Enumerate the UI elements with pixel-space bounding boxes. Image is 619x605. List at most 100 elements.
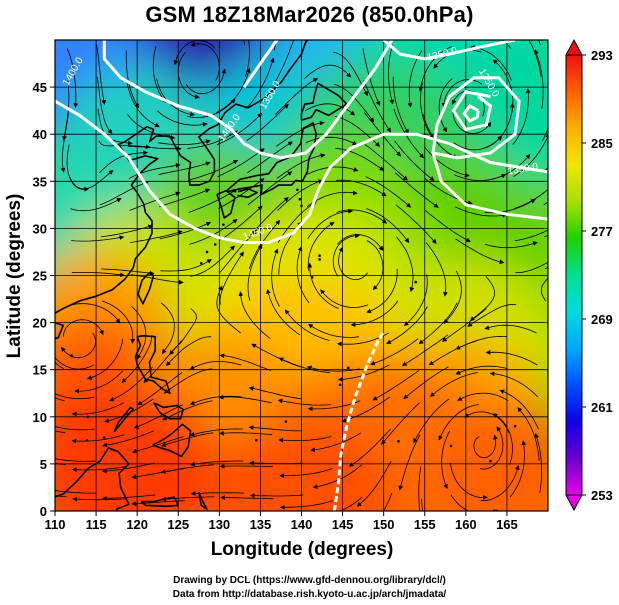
streamline — [441, 308, 487, 342]
streamline — [470, 45, 512, 81]
streamline — [403, 366, 449, 400]
streamline — [71, 466, 126, 473]
streamline — [104, 398, 154, 424]
island-dot — [449, 444, 453, 448]
streamline — [394, 172, 439, 208]
streamline — [338, 496, 363, 511]
streamline — [425, 210, 471, 243]
streamline — [386, 306, 428, 344]
streamline — [277, 201, 317, 243]
streamline — [307, 262, 339, 309]
streamline — [304, 64, 352, 79]
streamline — [72, 303, 121, 324]
streamline — [284, 309, 330, 341]
streamline — [216, 112, 263, 145]
streamline — [62, 319, 104, 337]
streamline — [158, 161, 211, 176]
streamline — [350, 300, 399, 328]
streamline — [190, 41, 220, 81]
streamline — [348, 428, 391, 467]
height-contour — [332, 331, 385, 511]
streamline — [296, 246, 310, 304]
streamline — [429, 372, 479, 397]
streamline — [189, 428, 243, 437]
streamline — [515, 261, 548, 274]
streamline — [320, 289, 369, 308]
streamline — [413, 398, 450, 444]
streamline — [101, 462, 155, 474]
streamline — [489, 371, 539, 398]
island-dot — [205, 250, 209, 254]
streamline — [452, 110, 492, 134]
x-tick-label: 155 — [414, 517, 436, 532]
streamline — [278, 357, 331, 373]
streamline — [157, 139, 211, 145]
streamline — [479, 426, 504, 470]
streamline — [484, 324, 537, 334]
streamline — [161, 496, 215, 502]
streamline — [248, 386, 302, 400]
streamline — [513, 188, 548, 209]
island-dot — [222, 223, 225, 226]
streamline — [485, 349, 538, 366]
streamline — [275, 78, 319, 115]
streamline — [364, 144, 409, 181]
streamline — [102, 494, 156, 501]
island-dot — [213, 243, 217, 246]
coastline-segment — [113, 406, 134, 433]
x-axis-ticks: 110 115 120 125 130 135 140 145 150 155 160 165 — [45, 511, 518, 532]
streamline — [455, 335, 507, 350]
streamline — [217, 148, 265, 177]
colorbar-tick-label: 269 — [591, 312, 613, 327]
streamline — [394, 140, 435, 181]
streamline — [423, 146, 470, 178]
coastline-segment — [300, 82, 348, 121]
streamline — [540, 277, 548, 302]
streamline — [101, 268, 155, 276]
streamline — [60, 112, 69, 173]
colorbar-top-triangle — [565, 38, 583, 56]
streamline — [335, 147, 385, 171]
streamline — [71, 402, 124, 417]
x-tick-label: 150 — [373, 517, 395, 532]
credit-line-1: Drawing by DCL (https://www.gfd-dennou.o… — [173, 575, 446, 586]
streamline — [266, 288, 301, 336]
streamline — [421, 498, 424, 511]
streamline — [55, 495, 67, 498]
height-contour — [451, 90, 493, 132]
streamline — [277, 398, 331, 406]
streamline — [356, 460, 392, 507]
streamline — [218, 205, 263, 241]
colorbar-tick-label: 277 — [591, 224, 613, 239]
y-tick-label: 45 — [33, 80, 47, 95]
y-tick-label: 5 — [40, 457, 47, 472]
streamline — [512, 88, 531, 145]
coastline-segment — [55, 447, 130, 511]
streamline — [219, 229, 258, 273]
height-contour — [431, 76, 548, 221]
streamline — [218, 430, 273, 436]
streamline — [70, 198, 122, 212]
island-dot — [338, 383, 342, 387]
streamline — [245, 57, 275, 110]
streamline — [492, 59, 514, 113]
streamline — [455, 238, 505, 265]
island-dot — [318, 258, 321, 261]
streamline — [249, 460, 303, 466]
streamline — [55, 458, 96, 462]
streamline — [306, 365, 360, 372]
streamline — [160, 259, 212, 272]
streamline — [517, 407, 540, 462]
coastline-segment — [224, 40, 308, 114]
streamline — [534, 433, 542, 494]
streamline — [190, 460, 244, 467]
x-tick-label: 115 — [86, 517, 107, 532]
coastline-segment — [55, 321, 64, 340]
coastline-segment — [198, 491, 208, 510]
streamline — [125, 50, 140, 109]
colorbar-tick-label: 261 — [591, 400, 613, 415]
streamline — [126, 82, 160, 128]
colorbar-tick-label: 253 — [591, 488, 613, 503]
coastlines — [55, 40, 517, 511]
